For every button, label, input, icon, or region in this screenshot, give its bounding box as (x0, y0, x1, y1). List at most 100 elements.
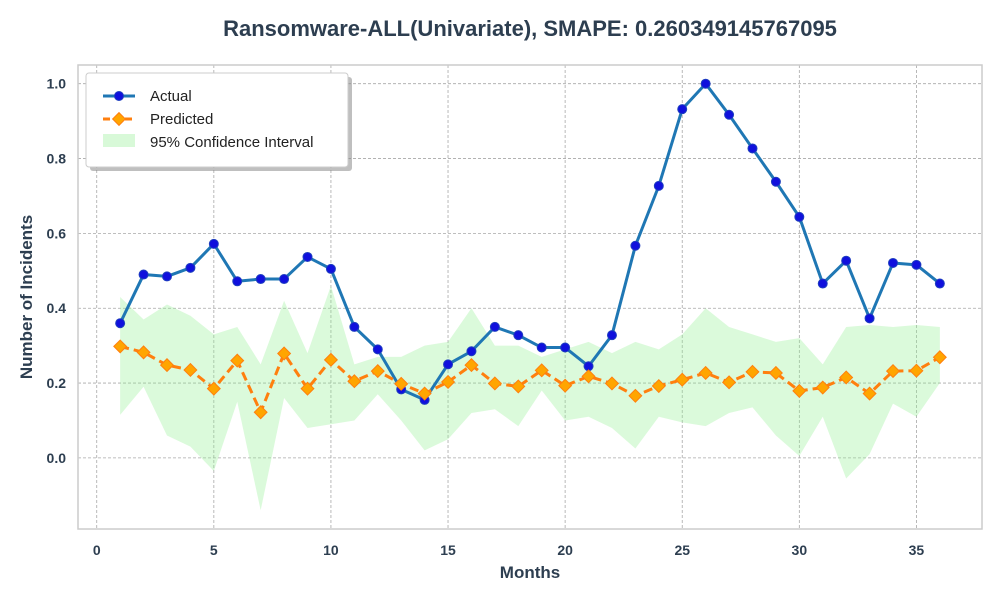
actual-point (536, 342, 547, 353)
y-axis-label: Number of Incidents (17, 215, 36, 379)
y-tick-label: 0.4 (47, 300, 67, 316)
actual-point (255, 274, 266, 285)
actual-point (606, 330, 617, 341)
predicted-point (558, 378, 573, 393)
actual-point (161, 271, 172, 282)
actual-point (724, 109, 735, 120)
y-tick-label: 0.8 (47, 151, 67, 167)
x-tick-label: 5 (210, 542, 218, 558)
predicted-point (136, 345, 151, 360)
predicted-point (159, 358, 175, 373)
confidence-band (120, 285, 940, 511)
actual-point (888, 257, 899, 268)
predicted-point (417, 386, 432, 401)
legend-ci-label: 95% Confidence Interval (150, 134, 313, 151)
predicted-point (230, 353, 245, 368)
x-tick-label: 0 (93, 542, 101, 558)
actual-point (349, 321, 360, 332)
predicted-point (487, 376, 502, 391)
chart-title: Ransomware-ALL(Univariate), SMAPE: 0.260… (223, 16, 837, 41)
legend: Actual Predicted 95% Confidence Interval (85, 72, 352, 171)
legend-box (85, 72, 349, 168)
predicted-point (277, 346, 292, 361)
x-tick-label: 30 (792, 542, 808, 558)
x-tick-label: 15 (440, 542, 456, 558)
actual-point (302, 251, 313, 262)
x-tick-label: 20 (557, 542, 573, 558)
actual-point (677, 104, 688, 115)
predicted-point (698, 365, 713, 381)
actual-point (817, 278, 828, 289)
y-tick-label: 0.0 (47, 450, 67, 466)
predicted-point (440, 374, 456, 390)
actual-point (443, 359, 454, 370)
predicted-point (300, 381, 315, 396)
actual-point (747, 143, 758, 154)
confidence-band-layer (120, 285, 940, 511)
y-tick-label: 0.2 (47, 375, 67, 391)
x-axis-label: Months (500, 563, 560, 582)
predicted-point (511, 379, 526, 394)
predicted-point (792, 383, 807, 398)
x-tick-label: 35 (909, 542, 925, 558)
actual-point (325, 263, 336, 274)
actual-point (653, 180, 664, 191)
x-tick-label: 25 (674, 542, 690, 558)
actual-point (841, 255, 852, 266)
predicted-point (745, 364, 760, 379)
predicted-point (721, 375, 737, 390)
actual-point (794, 211, 805, 222)
x-tick-label: 10 (323, 542, 339, 558)
predicted-point (464, 358, 479, 373)
actual-point (279, 274, 290, 285)
predicted-point (183, 362, 198, 378)
predicted-point (534, 363, 549, 378)
legend-actual-marker (114, 91, 124, 101)
predicted-point (253, 405, 268, 420)
actual-point (560, 342, 571, 353)
actual-point (489, 321, 500, 332)
predicted-point (394, 376, 409, 391)
predicted-point (932, 350, 947, 365)
predicted-point (651, 378, 666, 394)
legend-actual-label: Actual (150, 88, 192, 105)
y-tick-label: 1.0 (47, 76, 67, 92)
actual-point (864, 313, 875, 324)
actual-point (934, 278, 945, 289)
predicted-point (370, 364, 385, 379)
predicted-point (909, 363, 924, 378)
legend-predicted-marker (111, 111, 127, 127)
predicted-point (839, 370, 854, 385)
actual-point (115, 318, 126, 329)
actual-point (208, 238, 219, 249)
series-layer (113, 78, 947, 420)
y-tick-label: 0.6 (47, 225, 67, 241)
actual-point (700, 78, 711, 89)
predicted-point (206, 381, 221, 396)
legend-predicted-label: Predicted (150, 111, 213, 128)
predicted-point (628, 388, 643, 403)
actual-point (372, 344, 383, 355)
predicted-point (113, 339, 128, 354)
predicted-point (768, 365, 783, 381)
predicted-point (815, 380, 830, 395)
actual-point (466, 346, 477, 357)
actual-point (232, 276, 243, 287)
tick-labels: 0 5 10 15 20 25 30 35 0.0 0.2 0.4 0.6 0.8 1.0 (47, 76, 925, 558)
actual-point (138, 269, 149, 280)
predicted-point (885, 364, 901, 379)
actual-point (770, 176, 781, 187)
actual-point (911, 259, 922, 270)
predicted-point (604, 376, 620, 391)
predicted-point (675, 372, 690, 387)
predicted-point (862, 386, 877, 401)
actual-point (513, 330, 524, 341)
plot-frame (77, 64, 983, 530)
legend-ci-swatch (103, 134, 135, 147)
predicted-point (347, 374, 362, 389)
actual-point (185, 262, 196, 273)
actual-point (630, 240, 641, 251)
predicted-point (581, 369, 596, 384)
